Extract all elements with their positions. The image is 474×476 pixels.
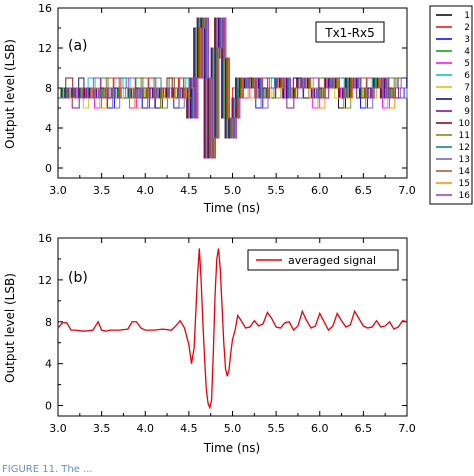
x-tick-label: 3.5: [93, 422, 111, 435]
averaged-signal-line: [57, 248, 408, 410]
y-tick-label: 0: [45, 400, 52, 413]
series-line-11: [59, 17, 407, 159]
y-tick-label: 8: [45, 82, 52, 95]
legend-label-15: 15: [459, 179, 470, 189]
annotation-box-a: [315, 21, 385, 43]
legend-label-2: 2: [464, 23, 470, 33]
legend-label-3: 3: [464, 35, 470, 45]
x-tick-label: 5.0: [224, 184, 242, 197]
b-ylabel: Output level (LSB): [3, 273, 17, 383]
b-series-lines: [57, 248, 408, 410]
y-tick-label: 16: [38, 2, 52, 15]
x-tick-label: 5.5: [267, 184, 285, 197]
x-tick-label: 7.0: [398, 184, 416, 197]
b-legend-box: [247, 249, 399, 271]
legend-label-9: 9: [464, 107, 470, 117]
y-tick-label: 4: [45, 358, 52, 371]
b-legend-label: averaged signal: [288, 254, 376, 267]
x-tick-label: 4.5: [180, 184, 198, 197]
series-line-16: [61, 17, 407, 159]
b-xlabel: Time (ns): [203, 441, 260, 455]
a-x-axis: 3.0 3.5 4.0 4.5 5.0 5.5 6.0 6.5 7.0: [49, 8, 416, 197]
caption-fragment: FIGURE 11. The ...: [2, 464, 93, 475]
a-series-lines: [58, 17, 408, 159]
a-ylabel: Output level (LSB): [3, 39, 17, 149]
legend-label-5: 5: [464, 59, 470, 69]
legend-label-12: 12: [459, 143, 470, 153]
x-tick-label: 5.0: [224, 422, 242, 435]
legend-label-13: 13: [459, 155, 470, 165]
panel-label-b: (b): [68, 270, 88, 286]
a-xlabel: Time (ns): [203, 201, 260, 215]
y-tick-label: 12: [38, 42, 52, 55]
annotation-a: Tx1-Rx5: [324, 26, 374, 40]
x-tick-label: 7.0: [398, 422, 416, 435]
series-line-15: [61, 17, 407, 159]
x-tick-label: 6.0: [311, 422, 329, 435]
x-tick-label: 6.0: [311, 184, 329, 197]
legend-label-10: 10: [459, 119, 471, 129]
legend-label-1: 1: [464, 11, 470, 21]
x-tick-label: 6.5: [355, 422, 373, 435]
b-y-axis: 0 4 8 12 16: [38, 232, 407, 413]
legend-label-7: 7: [464, 83, 470, 93]
x-tick-label: 4.0: [137, 184, 155, 197]
y-tick-label: 8: [45, 316, 52, 329]
x-tick-label: 4.0: [137, 422, 155, 435]
panel-label-a: (a): [68, 38, 88, 54]
x-tick-label: 4.5: [180, 422, 198, 435]
b-x-axis: 3.0 3.5 4.0 4.5 5.0 5.5 6.0 6.5 7.0: [49, 238, 416, 435]
legend-label-6: 6: [464, 71, 470, 81]
legend-label-11: 11: [459, 131, 470, 141]
y-tick-label: 12: [38, 274, 52, 287]
legend-label-16: 16: [459, 191, 471, 201]
series-line-5: [58, 17, 406, 159]
x-tick-label: 3.5: [93, 184, 111, 197]
legend-label-4: 4: [464, 47, 470, 57]
y-tick-label: 0: [45, 162, 52, 175]
y-tick-label: 16: [38, 232, 52, 245]
legend-label-14: 14: [459, 167, 471, 177]
x-tick-label: 3.0: [49, 422, 67, 435]
y-tick-label: 4: [45, 122, 52, 135]
x-tick-label: 3.0: [49, 184, 67, 197]
x-tick-label: 6.5: [355, 184, 373, 197]
legend-label-8: 8: [464, 95, 470, 105]
x-tick-label: 5.5: [267, 422, 285, 435]
